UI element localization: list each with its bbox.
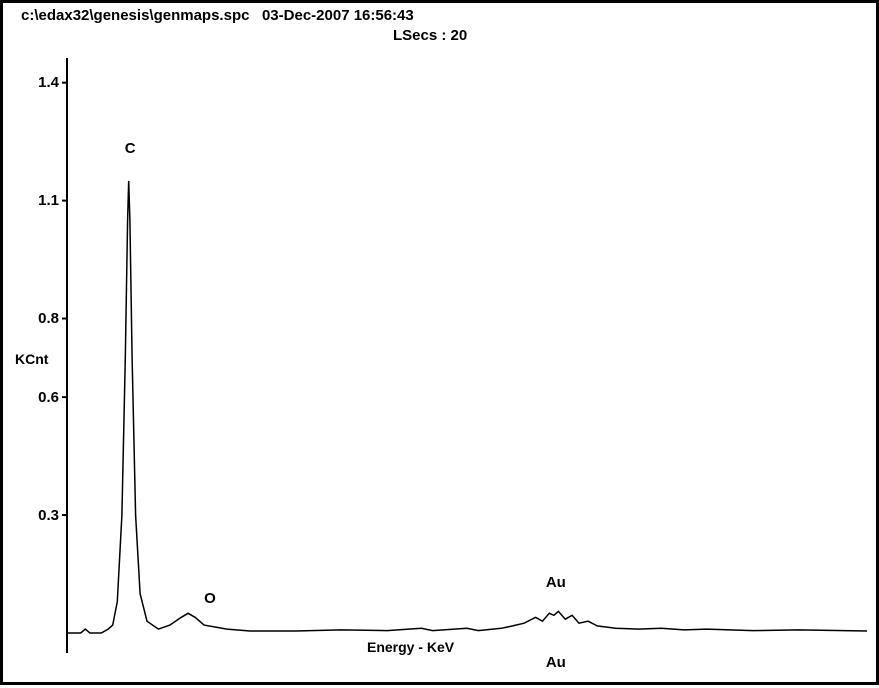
spectrum-plot [3,3,879,688]
spectrum-window: c:\edax32\genesis\genmaps.spc 03-Dec-200… [0,0,879,685]
